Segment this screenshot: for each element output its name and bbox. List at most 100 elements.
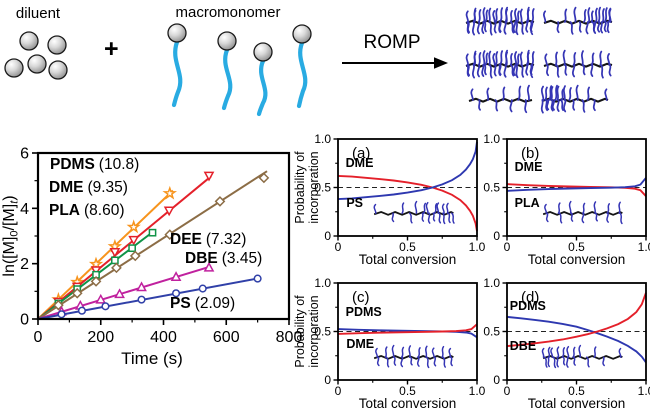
xtick-label: 0.5: [399, 240, 416, 254]
brush-side-chain: [493, 64, 497, 77]
brush-backbone: [542, 211, 623, 216]
brush-side-chain: [481, 64, 485, 77]
curve-DME: [337, 323, 478, 335]
ytick-label: 0.5: [314, 181, 331, 195]
brush-side-chain: [557, 202, 561, 214]
brush-side-chain: [471, 21, 475, 36]
brush-side-chain: [470, 88, 474, 101]
brush-side-chain: [483, 64, 487, 76]
data-marker-circle: [198, 284, 207, 293]
brush-side-chain: [542, 10, 547, 23]
data-marker-star: [162, 185, 178, 200]
data-marker-circle: [253, 274, 262, 283]
curve-PLA: [506, 177, 647, 192]
brush-side-chain: [608, 7, 612, 23]
brush-side-chain: [568, 87, 572, 101]
brush-side-chain: [427, 212, 431, 224]
data-marker-circle: [77, 306, 86, 315]
legend-PS: PS (2.09): [170, 295, 235, 312]
legend-DBE: DBE (3.45): [185, 250, 262, 267]
macromonomer-tail: [171, 39, 183, 108]
brush-side-chain: [546, 99, 550, 111]
brush-side-chain: [600, 21, 604, 34]
data-marker-triangle-down: [128, 235, 140, 246]
data-marker-circle: [101, 302, 110, 311]
macromonomer-label: macromonomer: [175, 4, 281, 21]
brush-side-chain: [592, 99, 596, 112]
ytick-label: 1.0: [314, 276, 331, 290]
brush-side-chain: [509, 53, 513, 66]
data-marker-diamond: [164, 229, 176, 240]
brush-side-chain: [600, 64, 604, 79]
data-marker-triangle-up: [136, 281, 147, 292]
brush-gradient-down: [540, 84, 609, 114]
brush-side-chain: [582, 64, 586, 76]
brush-side-chain: [515, 64, 519, 79]
xtick-label: 1.0: [638, 384, 650, 398]
brush-side-chain: [572, 346, 576, 358]
brush-side-chain: [512, 64, 517, 77]
data-marker-diamond: [53, 299, 64, 311]
brush-side-chain: [471, 64, 475, 79]
kinetics-ylabel: ln([M]0/[M]t): [1, 195, 21, 276]
brush-side-chain: [597, 21, 601, 33]
brush-side-chain: [426, 356, 430, 369]
macromonomers: [167, 23, 312, 117]
fit-line-PS: [37, 277, 260, 320]
brush-side-chain: [566, 345, 570, 358]
data-marker-triangle-up: [203, 261, 215, 272]
data-marker-diamond: [214, 196, 226, 207]
subplot-xlabel: Total conversion: [359, 252, 457, 267]
brush-side-chain: [525, 21, 529, 33]
ytick-label: 1.0: [483, 276, 500, 290]
curve-DBE: [506, 292, 647, 348]
brush-side-chain: [597, 6, 602, 23]
romp-arrow: [342, 57, 448, 69]
curve-label-PS: PS: [346, 196, 363, 210]
brush-side-chain: [492, 53, 496, 66]
macromonomer-tail: [296, 40, 308, 109]
brush-side-chain: [551, 99, 556, 111]
brush-side-chain: [438, 212, 442, 224]
subplot-a: DME PS 0 0.5 1.0 0 0.5 1.0 Total conversion (a) Pr…: [293, 132, 486, 267]
brush-side-chain: [562, 49, 566, 66]
brush-side-chain: [436, 202, 440, 214]
panel-label-c: (c): [352, 289, 370, 306]
brush-side-chain: [544, 86, 548, 101]
brush-dense: [465, 6, 535, 36]
brush-side-chain: [606, 21, 610, 34]
brush-side-chain: [493, 21, 497, 34]
brush-side-chain: [586, 356, 590, 368]
brush-side-chain: [593, 21, 597, 34]
data-marker-triangle-down: [203, 171, 215, 182]
brush-side-chain: [540, 99, 544, 114]
brush-side-chain: [541, 347, 545, 358]
brush-side-chain: [556, 21, 560, 34]
brush-side-chain: [603, 7, 608, 23]
brush-side-chain: [603, 21, 607, 33]
brush-side-chain: [401, 202, 405, 214]
brush-side-chain: [586, 86, 590, 101]
brush-side-chain: [540, 85, 545, 101]
brush-side-chain: [499, 50, 504, 66]
brush-side-chain: [545, 212, 549, 223]
xtick-label: 0: [335, 240, 342, 254]
macromonomer-head: [217, 31, 237, 51]
kinetics-ytick-label: 6: [20, 146, 29, 163]
brush-side-chain: [619, 212, 623, 225]
brush-side-chain: [477, 9, 482, 23]
legend-PLA: PLA (8.60): [49, 202, 125, 219]
brush-side-chain: [561, 347, 566, 358]
brush-side-chain: [503, 21, 507, 35]
brush-side-chain: [409, 356, 413, 366]
diluent-sphere: [4, 58, 24, 78]
brush-side-chain: [505, 6, 509, 23]
product-brushes: [465, 6, 613, 114]
brush-side-chain: [425, 345, 428, 358]
brush-side-chain: [568, 200, 572, 214]
panel-label-a: (a): [352, 145, 370, 162]
subplot-b: DME PLA 0 0.5 1.0 0 0.5 1.0 Total conversion (b): [483, 132, 650, 267]
curve-DME: [337, 174, 478, 232]
brush-side-chain: [555, 64, 560, 78]
ytick-label: 0.5: [483, 325, 500, 339]
